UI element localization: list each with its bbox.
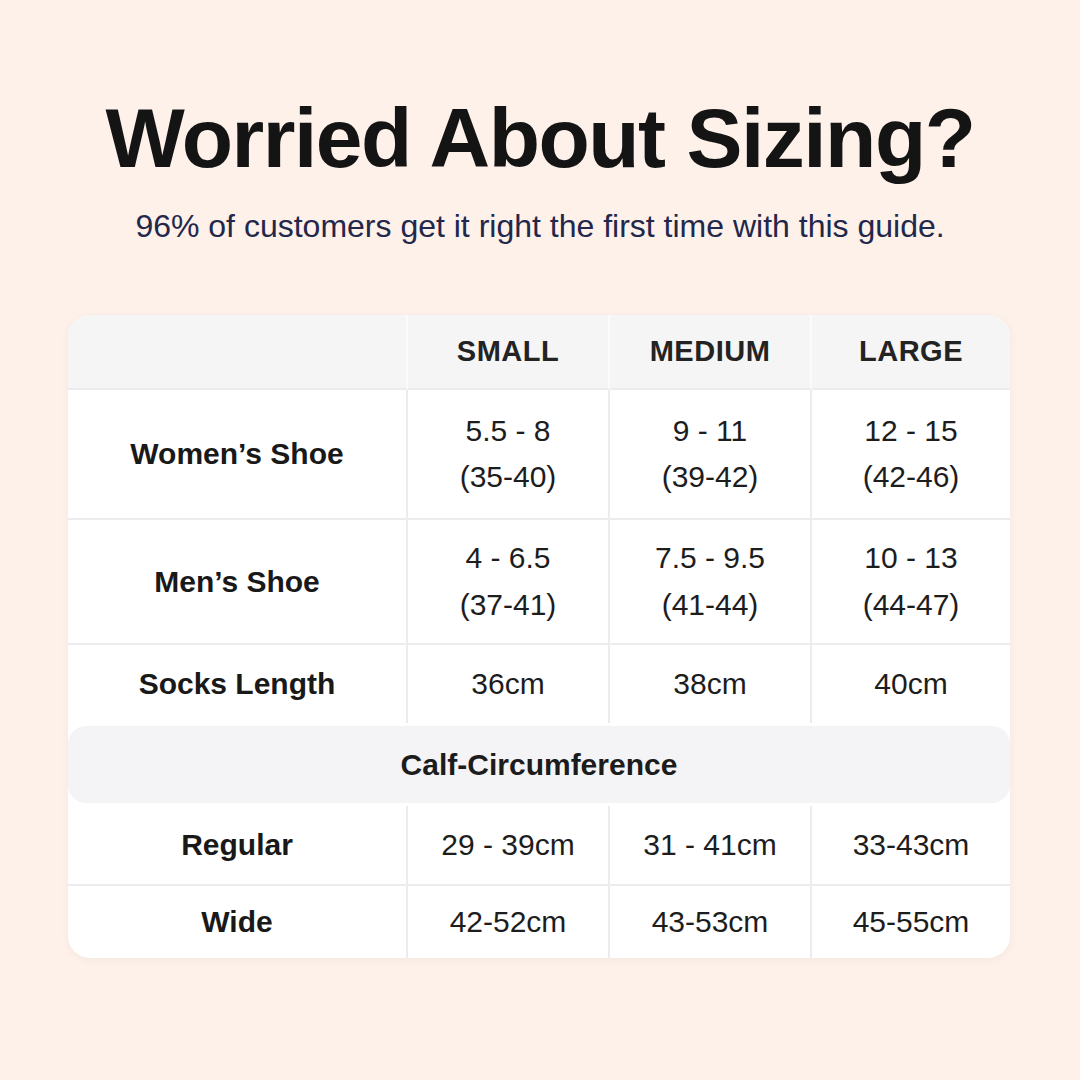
cell-womens-large: 12 - 15 (42-46) [812,390,1010,520]
row-label-womens-shoe: Women’s Shoe [68,390,408,520]
cell-socks-medium: 38cm [610,645,812,723]
cell-regular-small: 29 - 39cm [408,806,610,886]
header-cell-empty [68,315,408,390]
cell-regular-medium: 31 - 41cm [610,806,812,886]
cell-wide-small: 42-52cm [408,886,610,958]
size-guide-infographic: Worried About Sizing? 96% of customers g… [0,0,1080,1080]
row-label-mens-shoe: Men’s Shoe [68,520,408,645]
cell-mens-large: 10 - 13 (44-47) [812,520,1010,645]
cell-womens-medium: 9 - 11 (39-42) [610,390,812,520]
section-header-calf-circumference: Calf-Circumference [68,726,1010,803]
cell-wide-large: 45-55cm [812,886,1010,958]
cell-mens-small: 4 - 6.5 (37-41) [408,520,610,645]
row-label-socks-length: Socks Length [68,645,408,723]
header-cell-large: LARGE [812,315,1010,390]
cell-wide-medium: 43-53cm [610,886,812,958]
header-cell-small: SMALL [408,315,610,390]
size-table-calf: Regular 29 - 39cm 31 - 41cm 33-43cm Wide… [68,806,1010,958]
row-label-wide: Wide [68,886,408,958]
size-table-top: SMALL MEDIUM LARGE Women’s Shoe 5.5 - 8 … [68,315,1010,723]
page-title: Worried About Sizing? [0,92,1080,184]
size-chart-card: SMALL MEDIUM LARGE Women’s Shoe 5.5 - 8 … [68,315,1010,958]
cell-mens-medium: 7.5 - 9.5 (41-44) [610,520,812,645]
header-cell-medium: MEDIUM [610,315,812,390]
page-subtitle: 96% of customers get it right the first … [0,208,1080,245]
cell-womens-small: 5.5 - 8 (35-40) [408,390,610,520]
cell-regular-large: 33-43cm [812,806,1010,886]
cell-socks-small: 36cm [408,645,610,723]
cell-socks-large: 40cm [812,645,1010,723]
row-label-regular: Regular [68,806,408,886]
